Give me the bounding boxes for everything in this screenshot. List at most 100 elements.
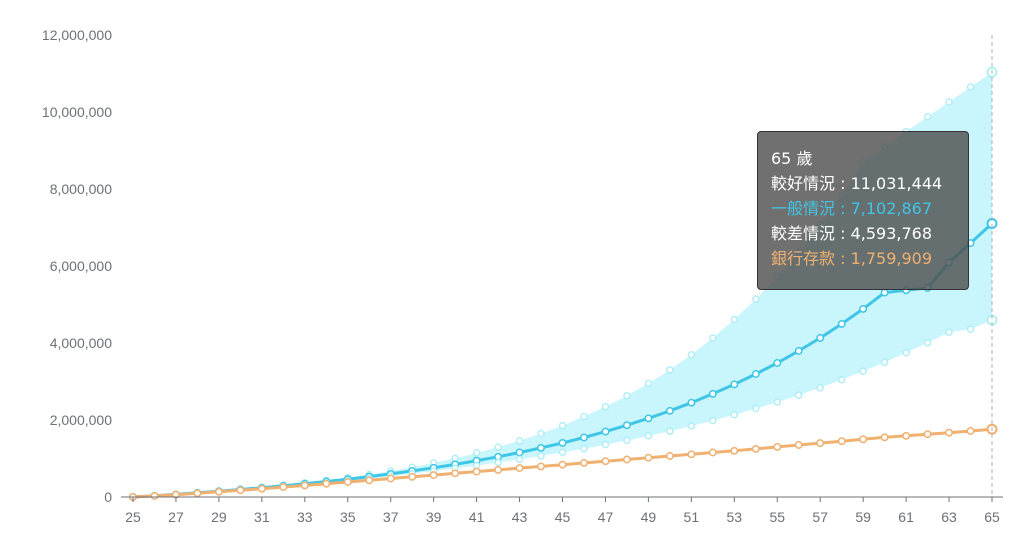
- data-point-bank[interactable]: [816, 439, 825, 448]
- data-point-average[interactable]: [751, 370, 760, 378]
- data-point-poor[interactable]: [923, 339, 932, 347]
- data-point-bank[interactable]: [880, 433, 889, 442]
- data-point-average[interactable]: [687, 398, 696, 407]
- data-point-average[interactable]: [794, 346, 803, 355]
- data-point-bank[interactable]: [751, 444, 760, 453]
- data-point-good[interactable]: [923, 112, 932, 121]
- data-point-average[interactable]: [665, 406, 674, 415]
- data-point-good[interactable]: [752, 295, 760, 303]
- tooltip-title: 65 歲: [771, 149, 813, 168]
- data-point-average[interactable]: [558, 438, 567, 447]
- data-point-poor[interactable]: [558, 448, 567, 457]
- data-point-average[interactable]: [816, 334, 825, 342]
- data-point-good[interactable]: [558, 421, 567, 430]
- data-point-bank[interactable]: [902, 431, 911, 440]
- data-point-bank[interactable]: [429, 471, 438, 480]
- data-point-bank[interactable]: [665, 452, 674, 460]
- data-point-good[interactable]: [494, 443, 502, 451]
- data-point-poor[interactable]: [601, 440, 610, 449]
- data-point-average[interactable]: [580, 433, 588, 442]
- data-point-poor[interactable]: [752, 404, 760, 413]
- data-point-bank[interactable]: [300, 481, 309, 490]
- data-point-bank[interactable]: [558, 460, 567, 469]
- data-point-good[interactable]: [580, 412, 588, 421]
- data-point-good[interactable]: [451, 454, 459, 463]
- data-point-good[interactable]: [687, 350, 696, 359]
- data-point-bank[interactable]: [708, 448, 717, 457]
- data-point-bank[interactable]: [622, 455, 631, 464]
- data-point-poor[interactable]: [644, 432, 653, 440]
- tooltip: 65 歲 較好情況 : 11,031,444 一般情況 : 7,102,867 …: [757, 131, 969, 290]
- data-point-poor[interactable]: [537, 452, 545, 460]
- data-point-average[interactable]: [622, 421, 631, 430]
- data-point-good[interactable]: [644, 379, 653, 388]
- data-point-average[interactable]: [859, 304, 868, 313]
- data-point-bank[interactable]: [494, 465, 503, 474]
- data-point-poor[interactable]: [816, 383, 824, 392]
- data-point-bank[interactable]: [150, 491, 159, 500]
- data-point-bank[interactable]: [279, 483, 288, 492]
- data-point-bank[interactable]: [236, 486, 245, 495]
- data-point-bank[interactable]: [687, 450, 696, 459]
- data-point-average[interactable]: [601, 427, 610, 436]
- data-point-bank[interactable]: [451, 469, 460, 478]
- data-point-poor[interactable]: [794, 391, 803, 399]
- data-point-bank[interactable]: [580, 458, 588, 467]
- data-point-good[interactable]: [730, 315, 739, 324]
- data-point-bank[interactable]: [472, 467, 481, 476]
- data-point-bank[interactable]: [515, 464, 524, 473]
- data-point-poor[interactable]: [580, 444, 588, 453]
- data-point-bank[interactable]: [644, 453, 653, 462]
- data-point-bank[interactable]: [859, 435, 868, 444]
- data-point-bank[interactable]: [945, 428, 953, 437]
- data-point-poor[interactable]: [880, 358, 889, 367]
- data-point-good[interactable]: [472, 449, 481, 457]
- data-point-average[interactable]: [837, 319, 846, 328]
- data-point-average[interactable]: [644, 414, 653, 423]
- data-point-bank[interactable]: [322, 479, 331, 488]
- data-point-poor[interactable]: [515, 455, 524, 464]
- data-point-poor[interactable]: [902, 349, 910, 357]
- data-point-bank[interactable]: [257, 484, 266, 493]
- data-point-good[interactable]: [966, 83, 975, 91]
- data-point-good[interactable]: [515, 437, 524, 445]
- data-point-poor[interactable]: [709, 416, 717, 425]
- data-point-poor[interactable]: [687, 422, 696, 430]
- data-point-good[interactable]: [709, 334, 717, 342]
- data-point-average[interactable]: [730, 380, 739, 389]
- data-point-bank[interactable]: [966, 427, 975, 435]
- data-point-bank[interactable]: [794, 441, 803, 449]
- data-point-good[interactable]: [537, 429, 545, 438]
- data-point-poor[interactable]: [494, 458, 502, 467]
- data-point-bank[interactable]: [601, 457, 610, 466]
- data-point-average[interactable]: [880, 288, 889, 297]
- data-point-poor[interactable]: [773, 398, 782, 406]
- data-point-poor[interactable]: [666, 427, 674, 435]
- data-point-poor[interactable]: [837, 376, 846, 384]
- data-point-bank[interactable]: [365, 476, 374, 485]
- data-point-good[interactable]: [666, 366, 674, 374]
- data-point-poor[interactable]: [623, 436, 631, 445]
- data-point-average[interactable]: [708, 389, 717, 398]
- data-point-bank[interactable]: [730, 446, 739, 455]
- data-point-average[interactable]: [515, 448, 524, 457]
- data-point-bank[interactable]: [837, 437, 846, 446]
- data-point-average[interactable]: [773, 359, 782, 367]
- data-point-good[interactable]: [623, 391, 631, 400]
- data-point-bank[interactable]: [537, 462, 545, 471]
- data-point-poor[interactable]: [730, 411, 739, 419]
- data-point-bank[interactable]: [923, 430, 932, 439]
- data-point-bank[interactable]: [386, 474, 395, 483]
- data-point-good[interactable]: [945, 98, 953, 106]
- data-point-bank[interactable]: [343, 478, 352, 486]
- data-point-average[interactable]: [537, 443, 545, 452]
- data-point-bank[interactable]: [773, 442, 782, 451]
- data-point-poor[interactable]: [945, 328, 953, 336]
- data-point-bank[interactable]: [408, 472, 417, 481]
- series-lines: [129, 66, 998, 501]
- data-point-bank[interactable]: [214, 487, 223, 496]
- data-point-good[interactable]: [601, 402, 610, 411]
- data-point-bank[interactable]: [193, 489, 202, 498]
- data-point-poor[interactable]: [859, 367, 867, 376]
- data-point-poor[interactable]: [966, 325, 975, 333]
